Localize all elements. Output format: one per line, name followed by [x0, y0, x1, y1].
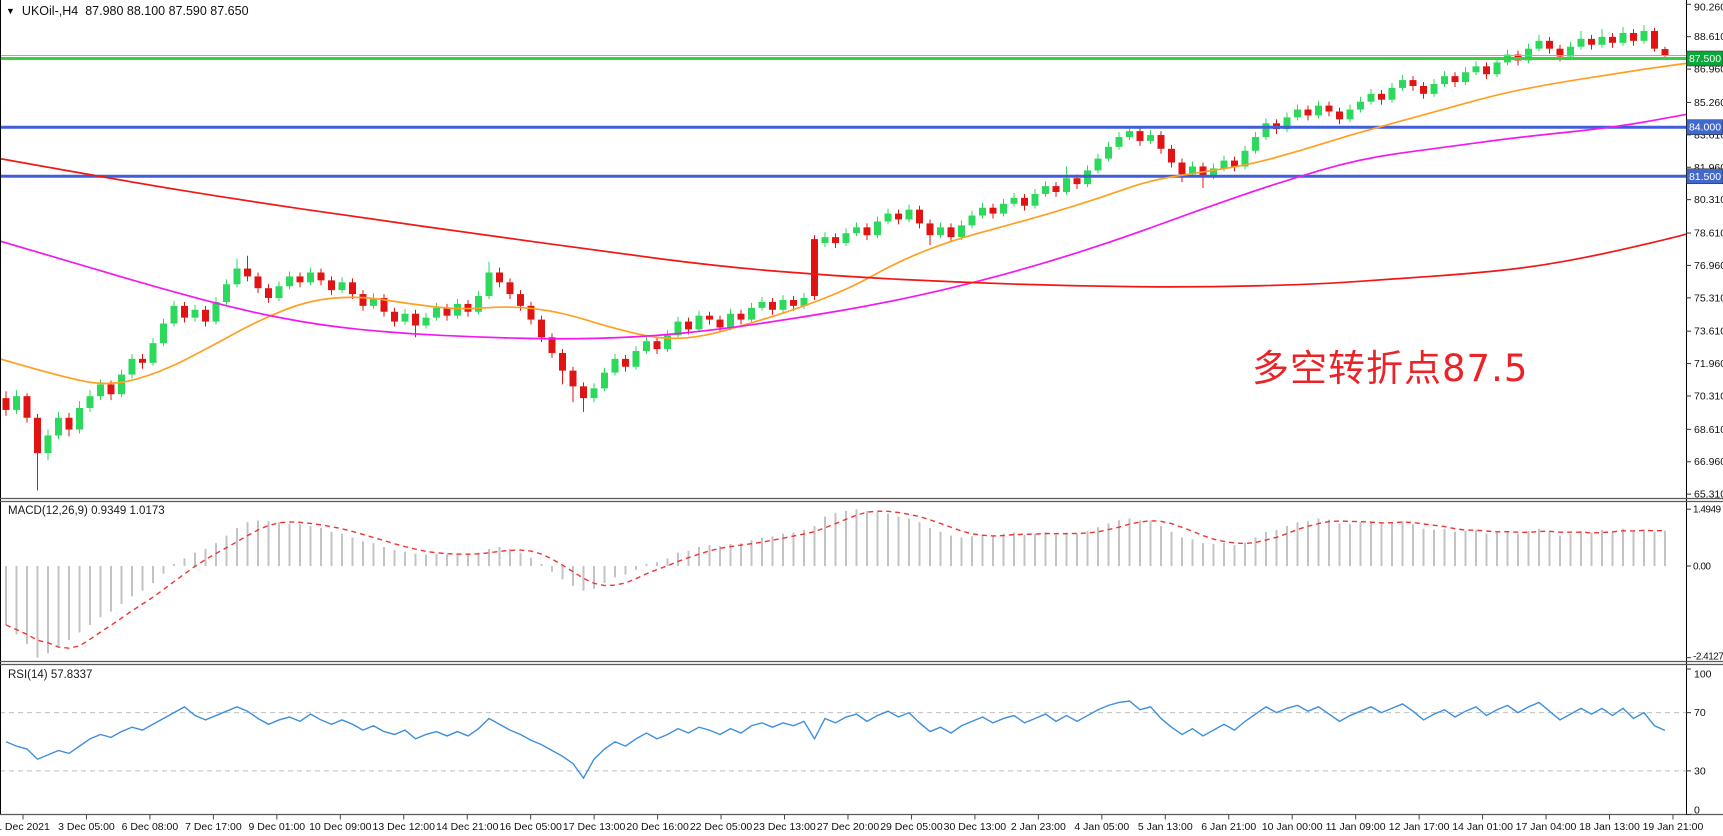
- price-tags-layer: 87.500 84.000 81.500: [1686, 50, 1723, 185]
- expand-arrow-icon[interactable]: ▼: [6, 5, 15, 16]
- svg-text:85.260: 85.260: [1694, 97, 1723, 109]
- svg-text:16 Dec 05:00: 16 Dec 05:00: [499, 821, 562, 833]
- svg-text:75.310: 75.310: [1694, 292, 1723, 304]
- macd-indicator-label: MACD(12,26,9) 0.9349 1.0173: [8, 505, 165, 517]
- svg-text:17 Jan 04:00: 17 Jan 04:00: [1516, 821, 1577, 833]
- svg-text:29 Dec 05:00: 29 Dec 05:00: [880, 821, 943, 833]
- svg-text:-2.4127: -2.4127: [1693, 652, 1723, 663]
- svg-text:18 Jan 13:00: 18 Jan 13:00: [1579, 821, 1640, 833]
- svg-text:0: 0: [1694, 805, 1700, 817]
- symbol-name: UKOil-,H4: [21, 4, 79, 18]
- ohlc-values: 87.980 88.100 87.590 87.650: [85, 4, 249, 18]
- svg-text:66.960: 66.960: [1694, 456, 1723, 468]
- svg-text:2 Jan 23:00: 2 Jan 23:00: [1011, 821, 1066, 833]
- svg-text:71.960: 71.960: [1694, 358, 1723, 370]
- svg-text:4 Jan 05:00: 4 Jan 05:00: [1074, 821, 1129, 833]
- svg-text:13 Dec 12:00: 13 Dec 12:00: [373, 821, 436, 833]
- svg-text:14 Jan 01:00: 14 Jan 01:00: [1452, 821, 1513, 833]
- svg-text:88.610: 88.610: [1694, 31, 1723, 43]
- svg-text:76.960: 76.960: [1694, 260, 1723, 272]
- svg-text:23 Dec 13:00: 23 Dec 13:00: [753, 821, 816, 833]
- svg-text:81.500: 81.500: [1689, 171, 1721, 183]
- chart-annotation: 多空转折点87.5: [1252, 347, 1529, 390]
- svg-text:10 Dec 09:00: 10 Dec 09:00: [309, 821, 372, 833]
- svg-text:7 Dec 17:00: 7 Dec 17:00: [185, 821, 242, 833]
- svg-text:68.610: 68.610: [1694, 424, 1723, 436]
- svg-text:6 Jan 21:00: 6 Jan 21:00: [1201, 821, 1256, 833]
- svg-text:5 Jan 13:00: 5 Jan 13:00: [1138, 821, 1193, 833]
- time-axis-layer: 1 Dec 2021 3 Dec 05:00 6 Dec 08:00 7 Dec 17…: [0, 815, 1703, 833]
- svg-text:73.610: 73.610: [1694, 326, 1723, 338]
- svg-text:84.000: 84.000: [1689, 122, 1721, 134]
- svg-text:9 Dec 01:00: 9 Dec 01:00: [249, 821, 306, 833]
- svg-text:1.4949: 1.4949: [1693, 505, 1722, 516]
- svg-text:78.610: 78.610: [1694, 228, 1723, 240]
- svg-text:3 Dec 05:00: 3 Dec 05:00: [58, 821, 115, 833]
- svg-text:0.00: 0.00: [1693, 562, 1711, 573]
- svg-text:14 Dec 21:00: 14 Dec 21:00: [436, 821, 499, 833]
- svg-text:10 Jan 00:00: 10 Jan 00:00: [1262, 821, 1323, 833]
- macd-layer[interactable]: [5, 509, 1666, 658]
- svg-text:27 Dec 20:00: 27 Dec 20:00: [817, 821, 880, 833]
- svg-text:70: 70: [1694, 707, 1706, 719]
- svg-text:65.310: 65.310: [1694, 489, 1723, 501]
- main-chart-layer[interactable]: [0, 25, 1687, 491]
- svg-text:100: 100: [1694, 669, 1712, 681]
- svg-text:17 Dec 13:00: 17 Dec 13:00: [563, 821, 626, 833]
- symbol-info: ▼ UKOil-,H4 87.980 88.100 87.590 87.650: [6, 4, 249, 18]
- rsi-indicator-label: RSI(14) 57.8337: [8, 669, 93, 681]
- svg-text:19 Jan 21:00: 19 Jan 21:00: [1643, 821, 1704, 833]
- svg-text:22 Dec 05:00: 22 Dec 05:00: [690, 821, 753, 833]
- svg-text:30 Dec 13:00: 30 Dec 13:00: [944, 821, 1007, 833]
- rsi-layer[interactable]: [0, 700, 1686, 780]
- axis-layer: 90.26088.61086.96085.26083.61081.96080.3…: [0, 0, 1723, 817]
- svg-text:1 Dec 2021: 1 Dec 2021: [0, 821, 50, 833]
- svg-text:6 Dec 08:00: 6 Dec 08:00: [122, 821, 179, 833]
- svg-text:90.260: 90.260: [1694, 2, 1723, 14]
- svg-text:80.310: 80.310: [1694, 194, 1723, 206]
- svg-text:12 Jan 17:00: 12 Jan 17:00: [1389, 821, 1450, 833]
- svg-text:70.310: 70.310: [1694, 390, 1723, 402]
- svg-text:20 Dec 16:00: 20 Dec 16:00: [626, 821, 689, 833]
- svg-text:86.960: 86.960: [1694, 64, 1723, 76]
- svg-text:87.500: 87.500: [1689, 53, 1721, 65]
- svg-text:30: 30: [1694, 765, 1706, 777]
- svg-text:11 Jan 09:00: 11 Jan 09:00: [1326, 821, 1386, 833]
